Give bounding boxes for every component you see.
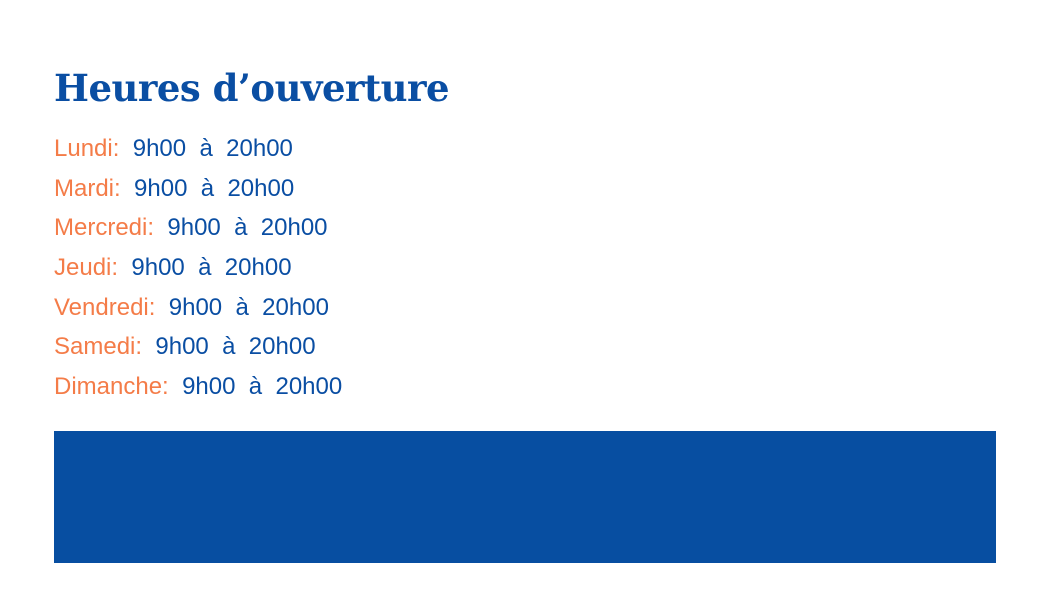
hours-row: Mardi: 9h00 à 20h00 xyxy=(54,172,342,212)
page-title: Heures d’ouverture xyxy=(54,66,450,110)
day-label: Jeudi: xyxy=(54,254,119,282)
time-range: 9h00 à 20h00 xyxy=(167,214,328,242)
time-range: 9h00 à 20h00 xyxy=(155,333,316,361)
hours-row: Vendredi: 9h00 à 20h00 xyxy=(54,291,342,331)
hours-row: Jeudi: 9h00 à 20h00 xyxy=(54,251,342,291)
hours-row: Mercredi: 9h00 à 20h00 xyxy=(54,211,342,251)
hours-row: Dimanche: 9h00 à 20h00 xyxy=(54,370,342,410)
hours-row: Lundi: 9h00 à 20h00 xyxy=(54,132,342,172)
day-label: Samedi: xyxy=(54,333,143,361)
time-range: 9h00 à 20h00 xyxy=(131,254,292,282)
hours-row: Samedi: 9h00 à 20h00 xyxy=(54,330,342,370)
day-label: Lundi: xyxy=(54,135,120,162)
time-range: 9h00 à 20h00 xyxy=(132,135,293,162)
time-range: 9h00 à 20h00 xyxy=(168,293,329,321)
day-label: Mardi: xyxy=(54,174,121,202)
opening-hours-list: Lundi: 9h00 à 20h00 Mardi: 9h00 à 20h00 Me… xyxy=(54,132,342,410)
time-range: 9h00 à 20h00 xyxy=(134,174,295,202)
day-label: Mercredi: xyxy=(54,214,155,242)
day-label: Vendredi: xyxy=(54,293,156,321)
blue-banner xyxy=(54,431,996,563)
time-range: 9h00 à 20h00 xyxy=(182,373,343,401)
day-label: Dimanche: xyxy=(54,373,169,401)
